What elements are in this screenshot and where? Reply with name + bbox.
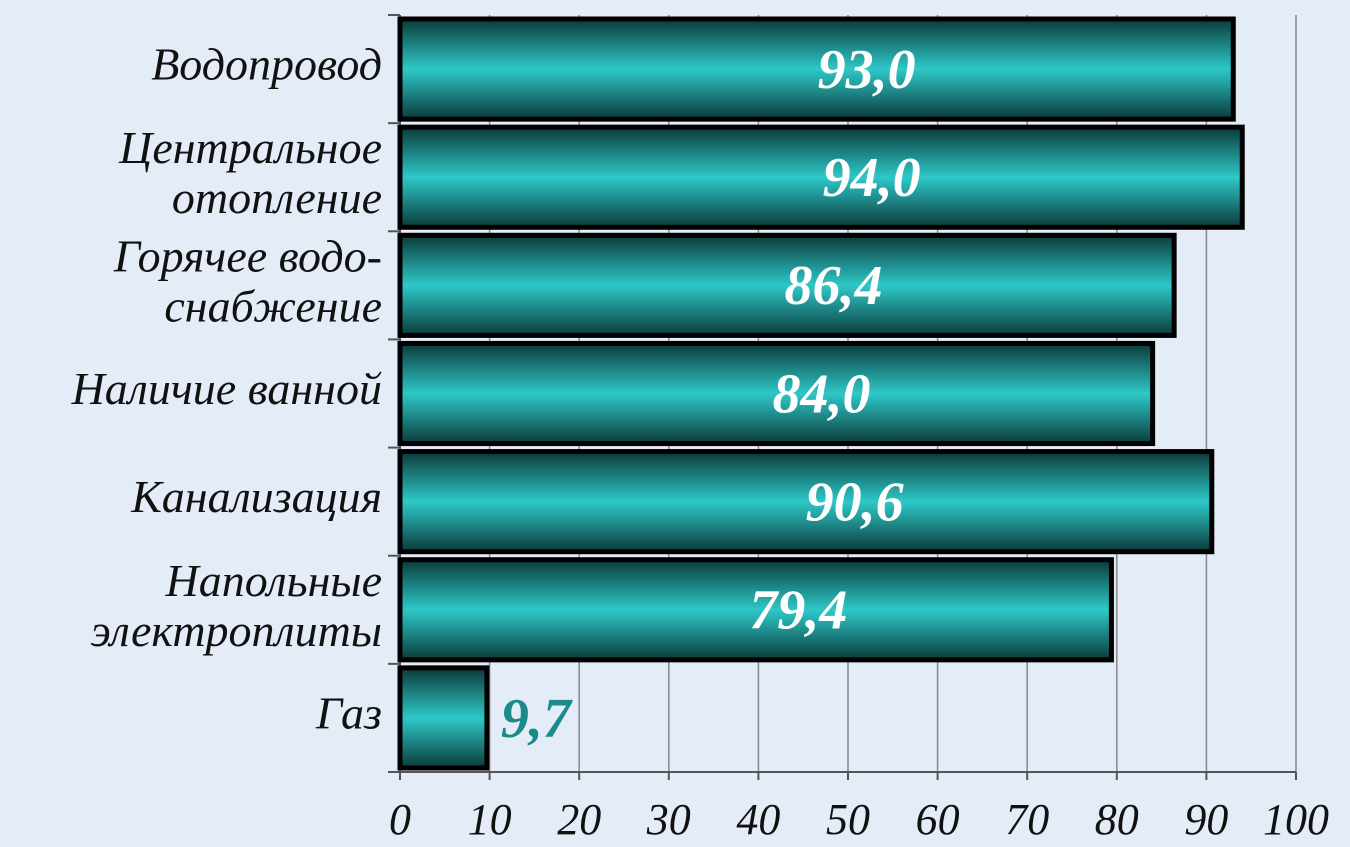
value-label: 86,4 bbox=[785, 255, 883, 317]
category-label: Напольные электроплиты bbox=[91, 554, 382, 655]
value-label: 9,7 bbox=[501, 688, 573, 750]
bar bbox=[397, 124, 1245, 230]
x-tick-label: 60 bbox=[916, 795, 960, 844]
x-tick-label: 40 bbox=[736, 795, 780, 844]
x-tick-label: 0 bbox=[389, 795, 411, 844]
value-label: 94,0 bbox=[823, 147, 921, 209]
value-label: 84,0 bbox=[772, 363, 870, 425]
value-label: 93,0 bbox=[818, 39, 916, 101]
bar bbox=[397, 449, 1215, 555]
x-tick-label: 30 bbox=[646, 795, 691, 844]
category-label: Центральное отопление bbox=[118, 122, 382, 223]
value-label: 79,4 bbox=[749, 580, 847, 642]
x-tick-label: 100 bbox=[1263, 795, 1329, 844]
value-label: 90,6 bbox=[806, 471, 904, 533]
x-tick-label: 10 bbox=[468, 795, 512, 844]
x-tick-label: 70 bbox=[1005, 795, 1049, 844]
bar bbox=[397, 16, 1236, 122]
x-tick-label: 20 bbox=[557, 795, 601, 844]
bar bbox=[397, 232, 1177, 338]
x-tick-label: 90 bbox=[1184, 795, 1228, 844]
category-label: Канализация bbox=[130, 471, 382, 522]
category-label: Водопровод bbox=[151, 39, 382, 90]
bar bbox=[397, 340, 1156, 447]
x-tick-label: 50 bbox=[826, 795, 870, 844]
x-tick-label: 80 bbox=[1095, 795, 1139, 844]
bar bbox=[397, 665, 490, 771]
category-label: Газ bbox=[315, 687, 382, 738]
category-label: Наличие ванной bbox=[71, 363, 382, 414]
bar bbox=[397, 557, 1114, 663]
category-label: Горячее водо-снабжение bbox=[113, 230, 382, 331]
